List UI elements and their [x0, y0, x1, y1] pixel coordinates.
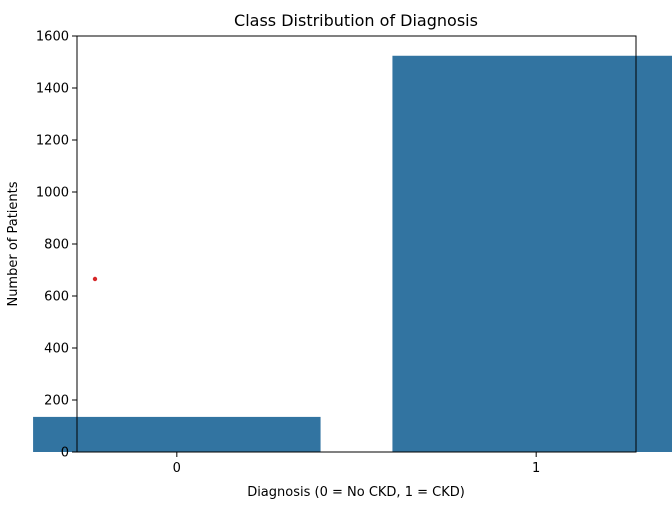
y-tick-label: 1400 [36, 82, 69, 97]
y-axis-ticks: 0 200 400 600 800 1000 1200 1400 1600 [36, 30, 77, 461]
x-tick-label: 0 [173, 461, 181, 476]
bar-1 [392, 55, 672, 452]
y-tick-label: 0 [61, 446, 69, 461]
y-tick-label: 200 [44, 394, 69, 409]
bar-0 [33, 416, 321, 452]
stray-marker [92, 276, 98, 282]
y-tick-label: 1600 [36, 30, 69, 45]
chart-title: Class Distribution of Diagnosis [234, 11, 478, 30]
y-tick-label: 800 [44, 238, 69, 253]
x-tick-label: 1 [532, 461, 540, 476]
bar-series [33, 55, 672, 452]
y-tick-label: 400 [44, 342, 69, 357]
y-tick-label: 1000 [36, 186, 69, 201]
y-tick-label: 600 [44, 290, 69, 305]
y-axis-label: Number of Patients [6, 181, 21, 306]
x-axis-label: Diagnosis (0 = No CKD, 1 = CKD) [247, 485, 465, 500]
plot-frame [76, 35, 637, 453]
y-tick-label: 1200 [36, 134, 69, 149]
